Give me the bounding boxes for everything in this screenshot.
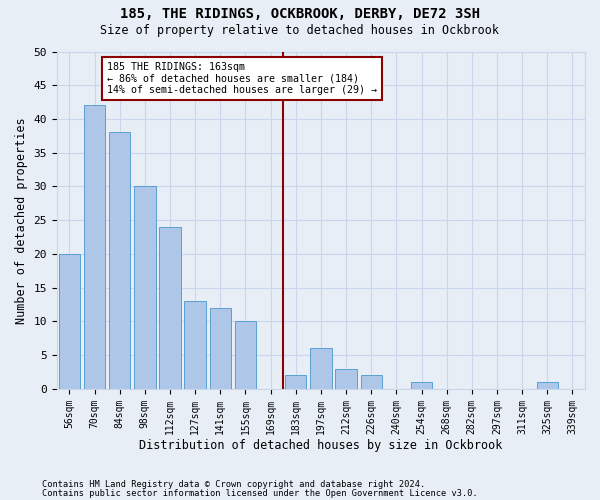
Bar bbox=[285, 376, 307, 389]
Text: 185 THE RIDINGS: 163sqm
← 86% of detached houses are smaller (184)
14% of semi-d: 185 THE RIDINGS: 163sqm ← 86% of detache… bbox=[107, 62, 377, 95]
Bar bbox=[310, 348, 332, 389]
X-axis label: Distribution of detached houses by size in Ockbrook: Distribution of detached houses by size … bbox=[139, 440, 503, 452]
Bar bbox=[184, 301, 206, 389]
Bar bbox=[536, 382, 558, 389]
Text: Size of property relative to detached houses in Ockbrook: Size of property relative to detached ho… bbox=[101, 24, 499, 37]
Text: 185, THE RIDINGS, OCKBROOK, DERBY, DE72 3SH: 185, THE RIDINGS, OCKBROOK, DERBY, DE72 … bbox=[120, 8, 480, 22]
Bar bbox=[335, 368, 357, 389]
Bar bbox=[84, 106, 105, 389]
Bar bbox=[411, 382, 432, 389]
Text: Contains HM Land Registry data © Crown copyright and database right 2024.: Contains HM Land Registry data © Crown c… bbox=[42, 480, 425, 489]
Y-axis label: Number of detached properties: Number of detached properties bbox=[15, 117, 28, 324]
Bar bbox=[109, 132, 130, 389]
Bar bbox=[159, 227, 181, 389]
Bar bbox=[235, 322, 256, 389]
Bar bbox=[134, 186, 155, 389]
Text: Contains public sector information licensed under the Open Government Licence v3: Contains public sector information licen… bbox=[42, 489, 478, 498]
Bar bbox=[59, 254, 80, 389]
Bar bbox=[361, 376, 382, 389]
Bar bbox=[209, 308, 231, 389]
